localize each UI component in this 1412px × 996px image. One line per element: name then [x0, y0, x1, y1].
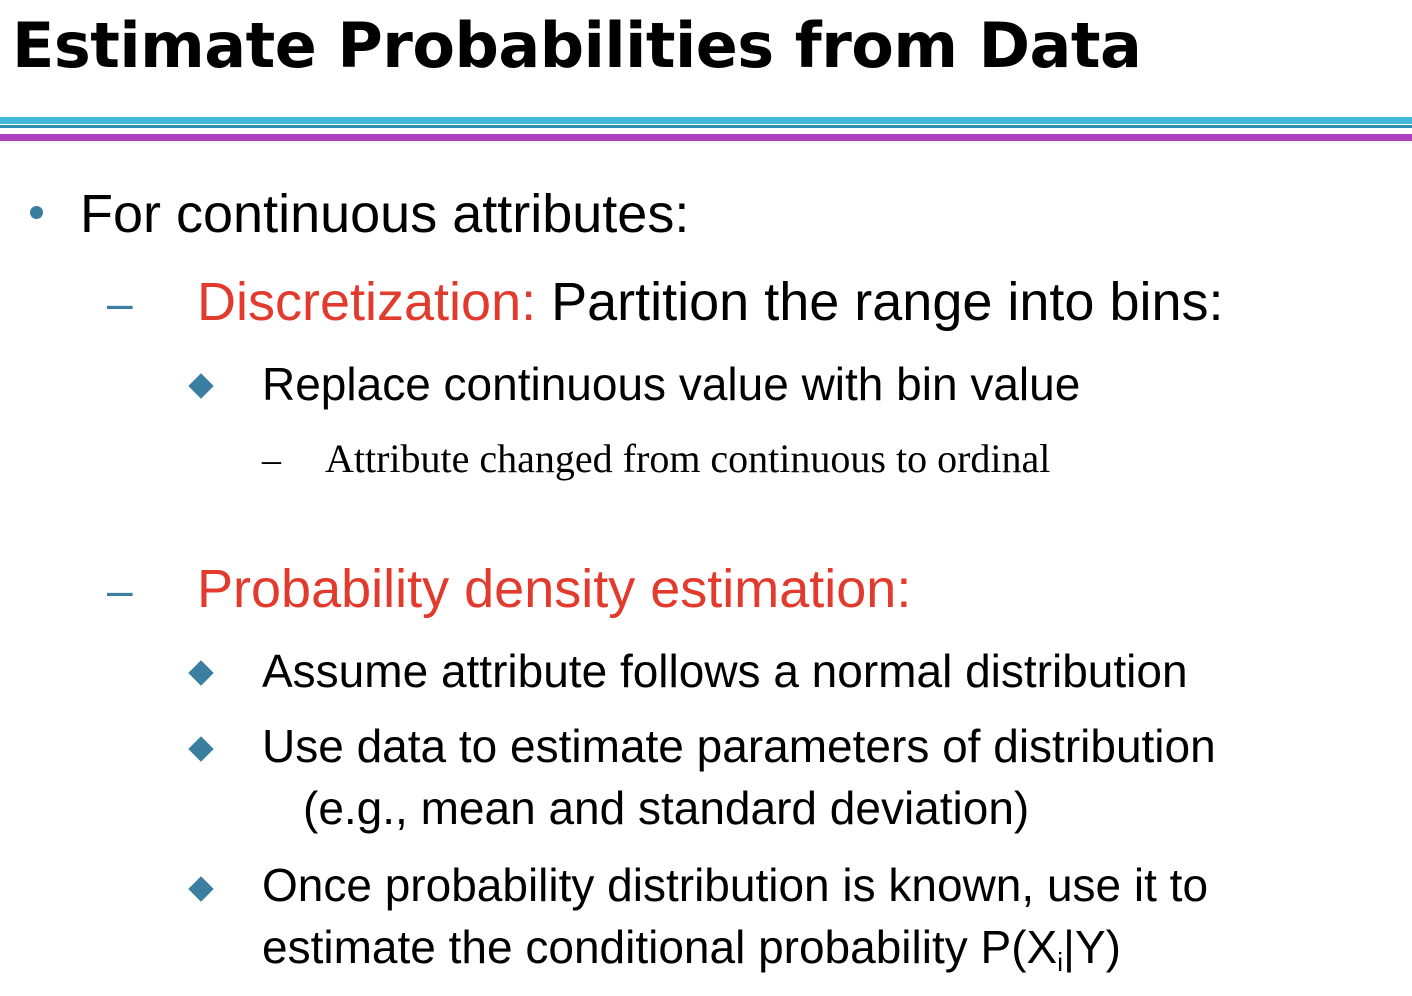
subitem-attribute-changed: Attribute changed from continuous to ord… [325, 436, 1051, 481]
formula-suffix: |Y) [1063, 921, 1121, 973]
section-discretization: Discretization: Partition the range into… [197, 270, 1224, 334]
item-replace-continuous: Replace continuous value with bin value [262, 358, 1081, 410]
item-use-data-line1: Use data to estimate parameters of distr… [262, 720, 1216, 772]
item-assume-normal: Assume attribute follows a normal distri… [262, 645, 1188, 697]
formula-subscript: i [1057, 947, 1063, 977]
diamond-bullet-icon [188, 373, 214, 399]
diamond-bullet-icon [188, 660, 214, 686]
title-rule-purple [0, 134, 1412, 141]
section-density-estimation: Probability density estimation: [197, 559, 912, 619]
dash-icon: – [107, 564, 133, 616]
bullet-dot-icon [30, 206, 43, 219]
item-once-known-line1: Once probability distribution is known, … [262, 859, 1209, 911]
discretization-description: Partition the range into bins: [536, 272, 1224, 332]
item-once-known-line2: estimate the conditional probability P(X… [262, 918, 1121, 976]
slide-title: Estimate Probabilities from Data [12, 9, 1142, 82]
sub-dash-icon: – [262, 439, 281, 481]
item-use-data-line2: (e.g., mean and standard deviation) [303, 782, 1030, 834]
discretization-term: Discretization: [197, 272, 537, 332]
formula-prefix: estimate the conditional probability P(X [262, 921, 1058, 973]
bullet-continuous-attributes: For continuous attributes: [80, 184, 690, 244]
diamond-bullet-icon [188, 876, 214, 902]
dash-icon: – [107, 277, 133, 329]
title-rule-blue [0, 117, 1412, 124]
title-rule-blue-thin [0, 125, 1412, 128]
diamond-bullet-icon [188, 736, 214, 762]
